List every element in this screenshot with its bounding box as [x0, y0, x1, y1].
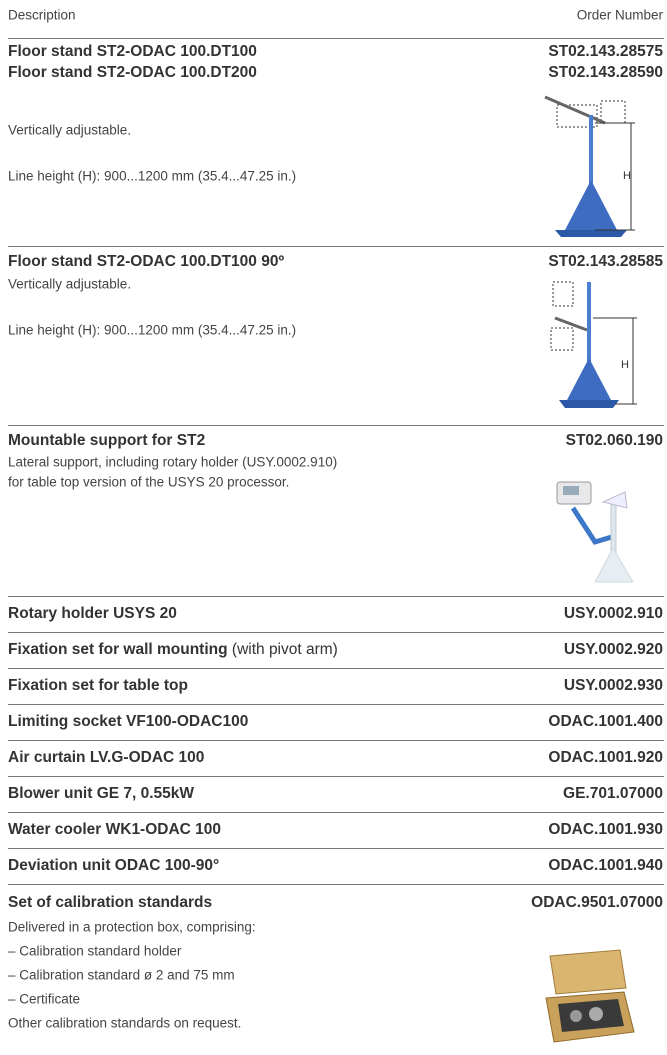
foot — [555, 230, 627, 237]
figure-label: H — [621, 359, 629, 371]
floor-stand-figure: H — [535, 95, 645, 240]
separator — [8, 38, 664, 39]
order-number: ODAC.1001.940 — [548, 857, 663, 875]
description-line: Vertically adjustable. — [8, 277, 131, 292]
arm — [545, 97, 605, 123]
separator — [8, 884, 664, 885]
header-description: Description — [8, 8, 76, 23]
description-line: – Certificate — [8, 992, 80, 1007]
item-title: Air curtain LV.G-ODAC 100 — [8, 749, 204, 767]
separator — [8, 740, 664, 741]
item-title: Floor stand ST2-ODAC 100.DT100 90º — [8, 253, 284, 271]
outline — [553, 282, 573, 306]
item-title: Floor stand ST2-ODAC 100.DT100 — [8, 43, 257, 61]
order-number: ODAC.9501.07000 — [531, 894, 663, 912]
outline — [601, 101, 625, 123]
order-number: ST02.143.28585 — [548, 253, 663, 271]
item-title: Fixation set for table top — [8, 677, 188, 695]
figure-label: H — [623, 170, 631, 182]
item-title: Deviation unit ODAC 100-90° — [8, 857, 219, 875]
order-number: ODAC.1001.400 — [548, 713, 663, 731]
description-line: Vertically adjustable. — [8, 123, 131, 138]
part — [570, 1010, 582, 1022]
separator — [8, 632, 664, 633]
floor-stand-90-figure: H — [545, 278, 645, 413]
part — [589, 1007, 603, 1021]
screen — [563, 486, 579, 495]
base — [595, 548, 633, 582]
item-title: Floor stand ST2-ODAC 100.DT200 — [8, 64, 257, 82]
lid — [550, 950, 626, 994]
order-number: ODAC.1001.920 — [548, 749, 663, 767]
item-title: Water cooler WK1-ODAC 100 — [8, 821, 221, 839]
separator — [8, 704, 664, 705]
description-line: for table top version of the USYS 20 pro… — [8, 475, 289, 490]
separator — [8, 246, 664, 247]
description-line: Delivered in a protection box, comprisin… — [8, 920, 256, 935]
description-line: – Calibration standard ø 2 and 75 mm — [8, 968, 235, 983]
order-number: USY.0002.910 — [564, 605, 663, 623]
outline — [551, 328, 573, 350]
order-number: USY.0002.930 — [564, 677, 663, 695]
order-number: USY.0002.920 — [564, 641, 663, 659]
separator — [8, 776, 664, 777]
base — [567, 358, 611, 400]
separator — [8, 848, 664, 849]
foot — [559, 400, 619, 408]
item-title: Limiting socket VF100-ODAC100 — [8, 713, 248, 731]
order-number: ST02.060.190 — [566, 432, 663, 450]
description-line: Lateral support, including rotary holder… — [8, 455, 337, 470]
item-title: Fixation set for wall mounting (with piv… — [8, 641, 338, 659]
separator — [8, 425, 664, 426]
arm — [573, 508, 615, 542]
description-line: – Calibration standard holder — [8, 944, 181, 959]
order-number: ST02.143.28590 — [548, 64, 663, 82]
title-note: (with pivot arm) — [232, 641, 338, 658]
item-title: Set of calibration standards — [8, 894, 212, 912]
item-title: Rotary holder USYS 20 — [8, 605, 177, 623]
separator — [8, 812, 664, 813]
separator — [8, 596, 664, 597]
order-number: ODAC.1001.930 — [548, 821, 663, 839]
separator — [8, 668, 664, 669]
order-number: GE.701.07000 — [563, 785, 663, 803]
item-title: Mountable support for ST2 — [8, 432, 205, 450]
base — [565, 180, 617, 230]
description-line: Other calibration standards on request. — [8, 1016, 241, 1031]
page: Description Order Number H H — [0, 0, 667, 1055]
header-order-number: Order Number — [577, 8, 663, 23]
order-number: ST02.143.28575 — [548, 43, 663, 61]
description-line: Line height (H): 900...1200 mm (35.4...4… — [8, 323, 296, 338]
description-line: Line height (H): 900...1200 mm (35.4...4… — [8, 169, 296, 184]
calibration-box-figure — [540, 948, 640, 1048]
item-title: Blower unit GE 7, 0.55kW — [8, 785, 194, 803]
support-figure — [555, 478, 645, 588]
